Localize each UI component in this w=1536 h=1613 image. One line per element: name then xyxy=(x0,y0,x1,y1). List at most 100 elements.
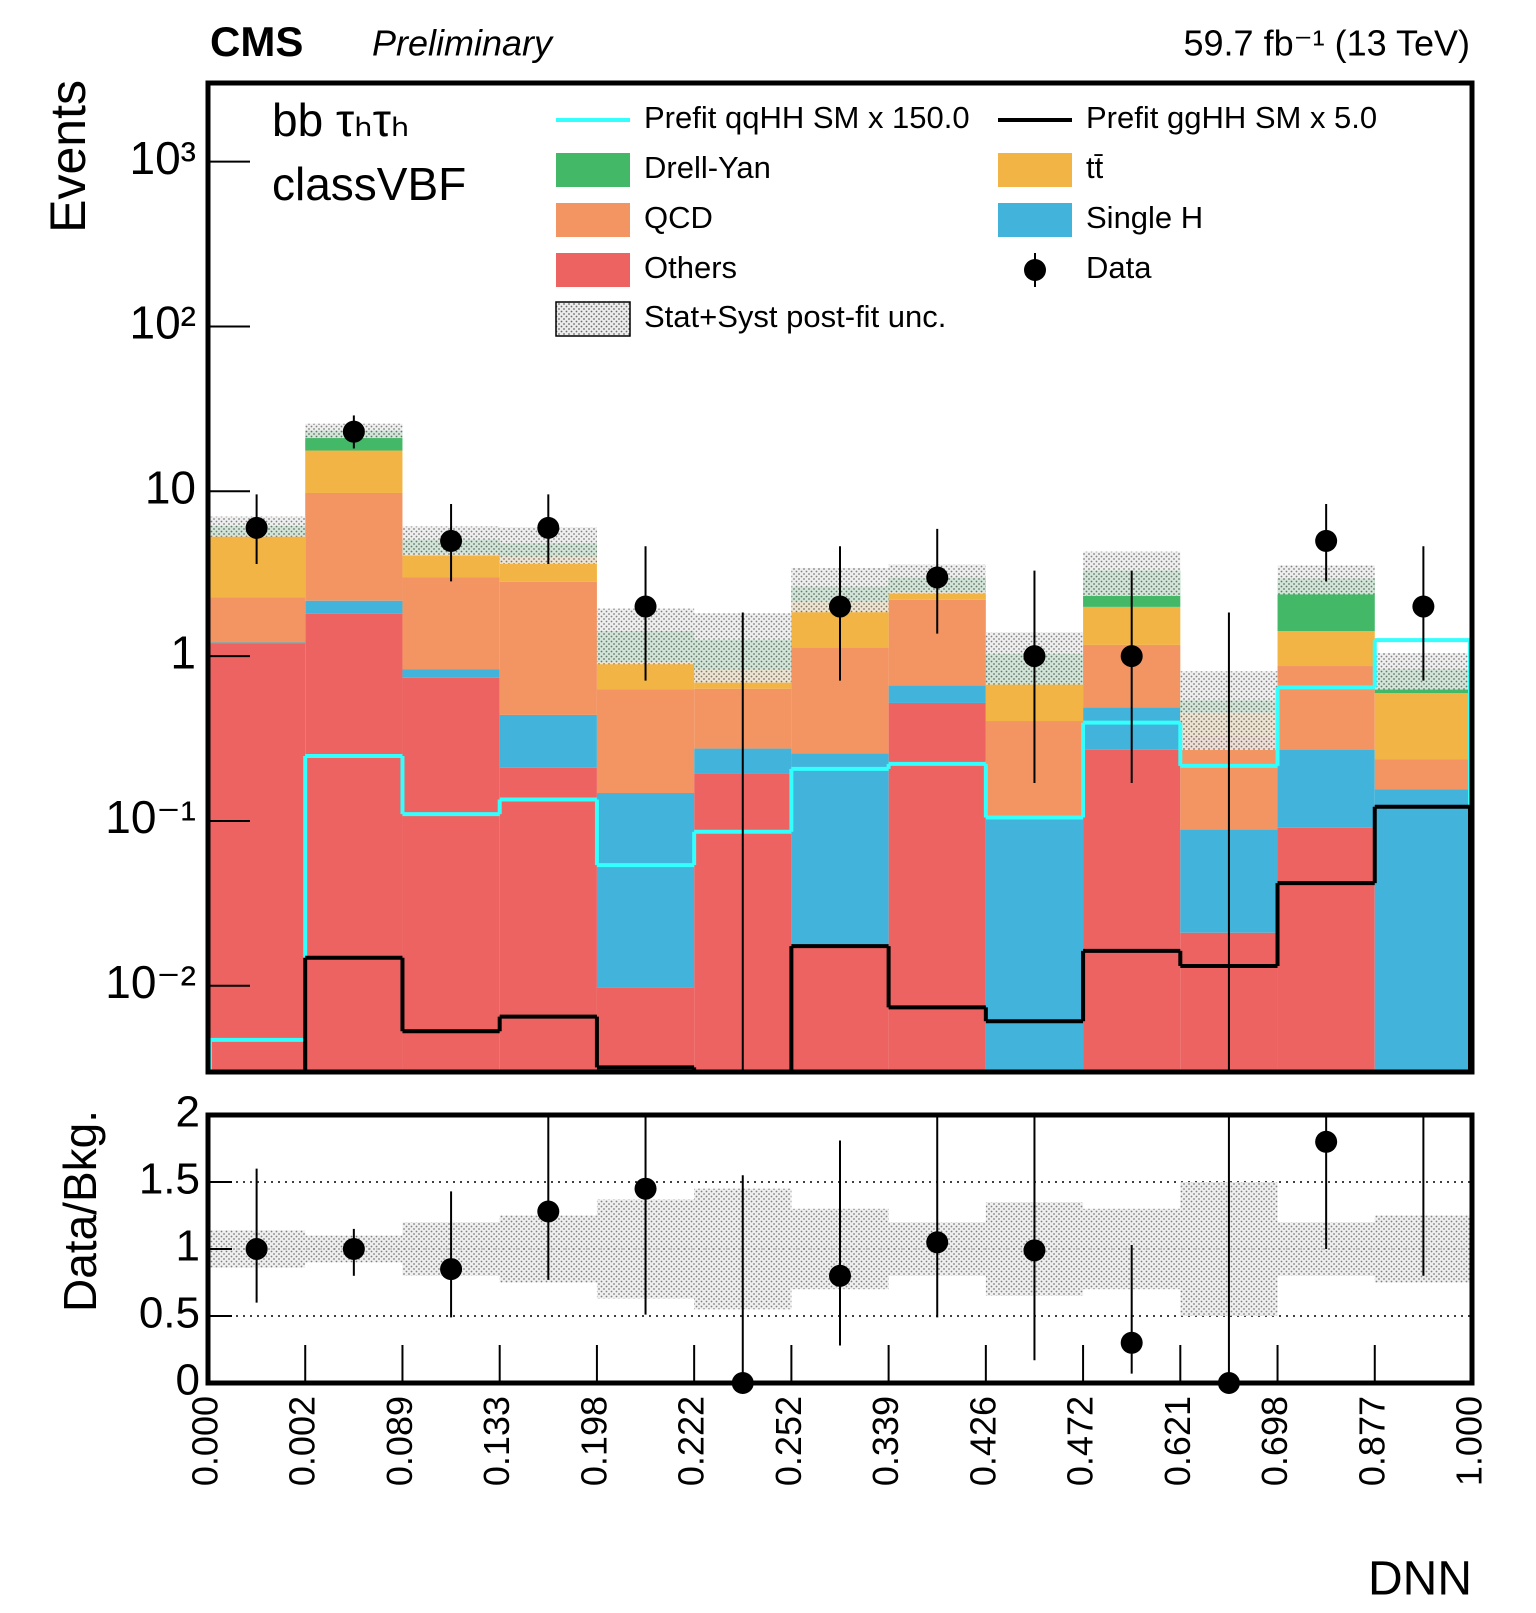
legend-swatch xyxy=(556,253,630,287)
stack-segment xyxy=(597,987,694,1077)
legend-marker xyxy=(1024,259,1046,281)
annotation: classVBF xyxy=(272,158,466,210)
ratio-point xyxy=(926,1231,948,1253)
stack-segment xyxy=(1278,750,1375,828)
data-point xyxy=(1412,596,1434,618)
stack-segment xyxy=(889,703,986,1077)
ratio-y-tick-label: 2 xyxy=(176,1088,200,1137)
y-tick-label: 10 xyxy=(145,461,196,513)
stack-segment xyxy=(986,818,1083,1072)
stack-segment xyxy=(208,642,305,643)
ratio-point xyxy=(1121,1332,1143,1354)
stack-segment xyxy=(597,689,694,793)
stack-segment xyxy=(402,578,499,670)
ratio-point xyxy=(1315,1131,1337,1153)
data-point xyxy=(537,517,559,539)
stack-segment xyxy=(305,493,402,601)
x-tick-label: 0.426 xyxy=(962,1396,1003,1486)
x-tick-label: 0.000 xyxy=(185,1396,226,1486)
y-tick-label: 1 xyxy=(170,626,196,678)
legend-swatch xyxy=(998,203,1072,237)
x-tick-label: 0.198 xyxy=(573,1396,614,1486)
data-point xyxy=(440,530,462,552)
x-tick-label: 0.877 xyxy=(1351,1396,1392,1486)
stack-segment xyxy=(791,948,888,1077)
data-point xyxy=(1023,645,1045,667)
legend-swatch xyxy=(556,203,630,237)
ratio-y-tick-label: 1.5 xyxy=(139,1155,200,1204)
ratio-y-tick-label: 1 xyxy=(176,1222,200,1271)
stack-segment xyxy=(1375,693,1472,759)
data-point xyxy=(829,596,851,618)
stack-segment xyxy=(500,582,597,715)
data-point xyxy=(246,517,268,539)
lumi-label: 59.7 fb⁻¹ (13 TeV) xyxy=(1184,23,1471,64)
stack-segment xyxy=(889,685,986,703)
y-tick-label: 10³ xyxy=(130,132,196,184)
annotation: bb τₕτₕ xyxy=(272,94,409,146)
ratio-point xyxy=(829,1265,851,1287)
y-tick-label: 10⁻² xyxy=(105,956,196,1008)
legend-label: Prefit ggHH SM x 5.0 xyxy=(1086,100,1377,135)
legend-label: Data xyxy=(1086,250,1152,285)
x-tick-label: 0.621 xyxy=(1157,1396,1198,1486)
legend-label: QCD xyxy=(644,200,713,235)
stack-segment xyxy=(791,753,888,947)
experiment-label: CMS xyxy=(210,18,303,65)
x-tick-label: 0.089 xyxy=(379,1396,420,1486)
stack-segment xyxy=(208,643,305,1077)
legend-label: Drell-Yan xyxy=(644,150,771,185)
ratio-point xyxy=(1023,1239,1045,1261)
legend-label: Others xyxy=(644,250,737,285)
data-point xyxy=(1315,530,1337,552)
data-point xyxy=(635,596,657,618)
x-tick-label: 0.222 xyxy=(671,1396,712,1486)
legend-label: Prefit qqHH SM x 150.0 xyxy=(644,100,970,135)
legend-swatch xyxy=(998,153,1072,187)
stack-segment xyxy=(305,451,402,493)
y-tick-label: 10⁻¹ xyxy=(105,791,196,843)
ratio-point xyxy=(635,1178,657,1200)
x-tick-label: 1.000 xyxy=(1449,1396,1490,1486)
stack-segment xyxy=(305,614,402,1077)
legend-swatch xyxy=(556,153,630,187)
stack-segment xyxy=(305,601,402,614)
legend-swatch xyxy=(556,302,630,336)
y-axis-label: Events xyxy=(40,80,96,233)
x-axis-label: DNN xyxy=(1368,1553,1472,1606)
stack-segment xyxy=(1278,828,1375,1077)
data-point xyxy=(926,567,948,589)
stack-segment xyxy=(402,678,499,1077)
ratio-point xyxy=(246,1238,268,1260)
ratio-point xyxy=(537,1200,559,1222)
ratio-point xyxy=(440,1258,462,1280)
x-tick-label: 0.252 xyxy=(768,1396,809,1486)
data-point xyxy=(1121,645,1143,667)
stack-segment xyxy=(208,597,305,642)
data-point xyxy=(343,421,365,443)
ratio-axis-label: Data/Bkg. xyxy=(54,1110,106,1312)
legend-label: Single H xyxy=(1086,200,1203,235)
stack-segment xyxy=(597,793,694,987)
stack-segment xyxy=(500,768,597,1077)
stack-segment xyxy=(402,669,499,677)
stack-segment xyxy=(1278,631,1375,666)
stack-segment xyxy=(1278,666,1375,750)
x-tick-label: 0.133 xyxy=(476,1396,517,1486)
stack-segment xyxy=(1375,760,1472,790)
stack-segment xyxy=(1375,789,1472,1072)
ratio-point xyxy=(343,1238,365,1260)
legend-label: tt̄ xyxy=(1086,150,1104,185)
x-tick-label: 0.002 xyxy=(282,1396,323,1486)
ratio-y-tick-label: 0.5 xyxy=(139,1289,200,1338)
legend-label: Stat+Syst post-fit unc. xyxy=(644,299,946,334)
x-tick-label: 0.339 xyxy=(865,1396,906,1486)
x-tick-label: 0.472 xyxy=(1060,1396,1101,1486)
x-tick-label: 0.698 xyxy=(1254,1396,1295,1486)
page: 10⁻²10⁻¹11010²10³00.511.520.0000.0020.08… xyxy=(0,0,1536,1613)
stack-segment xyxy=(500,715,597,768)
y-tick-label: 10² xyxy=(130,297,196,349)
status-label: Preliminary xyxy=(372,23,554,64)
main-plot-area xyxy=(208,415,1472,1077)
chart: 10⁻²10⁻¹11010²10³00.511.520.0000.0020.08… xyxy=(0,0,1536,1613)
